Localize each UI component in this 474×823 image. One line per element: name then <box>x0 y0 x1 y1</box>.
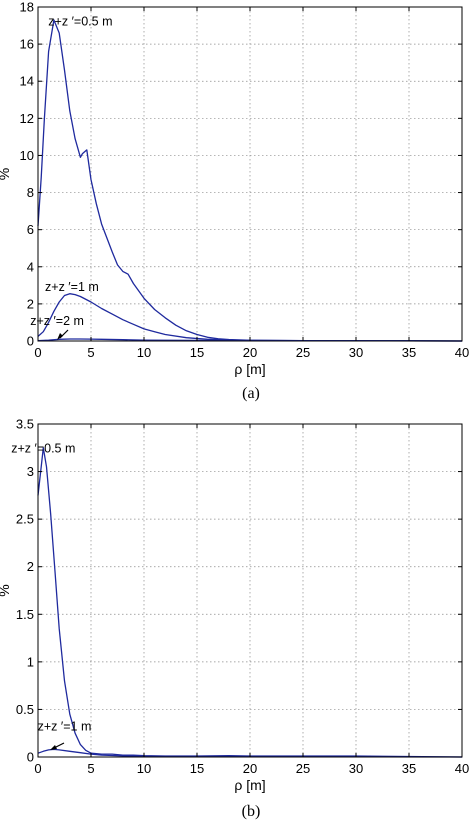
y-tick-label: 3 <box>27 464 34 479</box>
y-tick-label: 1.5 <box>16 607 34 622</box>
y-tick-label: 0 <box>27 334 34 349</box>
x-tick-label: 15 <box>190 761 204 776</box>
x-tick-label: 10 <box>137 345 151 360</box>
y-tick-label: 2.5 <box>16 512 34 527</box>
y-tick-label: 10 <box>20 148 34 163</box>
series-line <box>37 293 463 342</box>
annotation-arrowhead <box>57 333 63 340</box>
x-axis-label: ρ [m] <box>234 361 265 377</box>
y-tick-label: 3.5 <box>16 417 34 432</box>
y-tick-label: 2 <box>27 559 34 574</box>
panel-caption-a: (a) <box>242 385 260 402</box>
grid <box>38 7 462 341</box>
x-tick-label: 40 <box>455 761 469 776</box>
curve-annotation: z+z ′=2 m <box>30 314 84 328</box>
x-axis-label: ρ [m] <box>234 777 265 793</box>
y-tick-label: 0.5 <box>16 702 34 717</box>
x-tick-label: 20 <box>243 345 257 360</box>
series-line <box>37 447 463 758</box>
x-tick-label: 30 <box>349 345 363 360</box>
x-tick-label: 40 <box>455 345 469 360</box>
annotation-arrowhead <box>50 745 57 750</box>
curve-annotation: z+z ′=0.5 m <box>48 15 112 29</box>
y-tick-label: 14 <box>20 74 34 89</box>
y-axis-label: % <box>0 168 12 180</box>
y-tick-label: 4 <box>27 259 34 274</box>
chart-panel-a: 0 5 10 15 20 25 30 35 40 0 2 4 6 8 10 12 14 16 18 ρ [m]% z+z… <box>0 0 469 377</box>
x-tick-label: 35 <box>402 761 416 776</box>
y-tick-label: 8 <box>27 185 34 200</box>
y-tick-label: 16 <box>20 37 34 52</box>
curve-annotation: z+z ′=1 m <box>38 719 92 733</box>
plot-frame <box>37 6 463 342</box>
grid <box>38 424 462 757</box>
curve-annotation: z+z ′=0.5 m <box>11 442 75 456</box>
x-tick-label: 20 <box>243 761 257 776</box>
y-tick-label: 2 <box>27 296 34 311</box>
x-tick-label: 5 <box>87 345 94 360</box>
y-tick-label: 1 <box>27 654 34 669</box>
x-tick-label: 25 <box>296 761 310 776</box>
x-tick-label: 25 <box>296 345 310 360</box>
x-tick-label: 15 <box>190 345 204 360</box>
panel-caption-b: (b) <box>242 803 261 820</box>
y-tick-label: 12 <box>20 111 34 126</box>
plot-frame <box>37 423 463 758</box>
x-tick-label: 0 <box>34 345 41 360</box>
x-tick-label: 5 <box>87 761 94 776</box>
ticks: 0 5 10 15 20 25 30 35 40 0 0.5 1 1.5 2 2.5 3 3.5 <box>16 417 469 777</box>
ticks: 0 5 10 15 20 25 30 35 40 0 2 4 6 8 10 12 14 16 18 <box>20 0 470 360</box>
x-tick-label: 30 <box>349 761 363 776</box>
x-tick-label: 0 <box>34 761 41 776</box>
curve-annotation: z+z ′=1 m <box>45 280 99 294</box>
chart-panel-b: 0 5 10 15 20 25 30 35 40 0 0.5 1 1.5 2 2.5 3 3.5 ρ [m]% z+… <box>0 417 469 794</box>
x-tick-label: 10 <box>137 761 151 776</box>
y-tick-label: 0 <box>27 750 34 765</box>
y-axis-label: % <box>0 584 12 596</box>
y-tick-label: 6 <box>27 222 34 237</box>
y-tick-label: 18 <box>20 0 34 15</box>
x-tick-label: 35 <box>402 345 416 360</box>
